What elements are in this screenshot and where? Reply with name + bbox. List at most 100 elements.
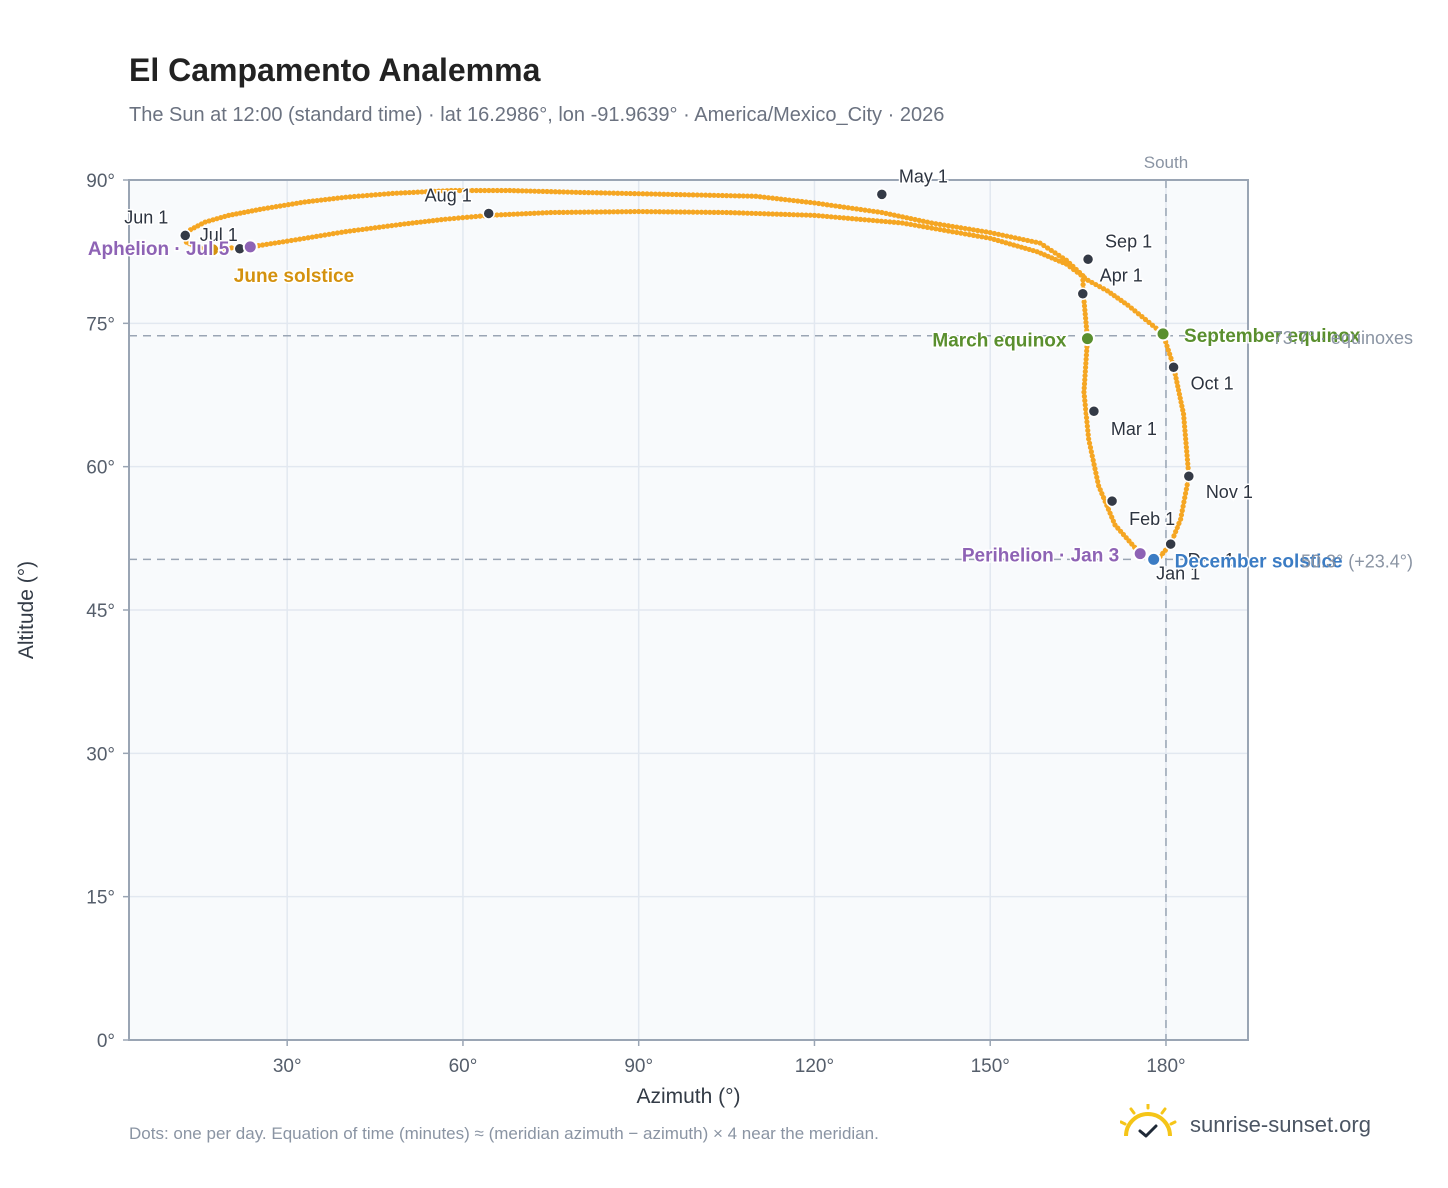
analemma-day-dot: [1182, 490, 1189, 497]
analemma-day-dot: [1080, 282, 1086, 288]
analemma-day-dot: [698, 209, 705, 215]
analemma-day-dot: [1081, 385, 1087, 391]
analemma-day-dot: [1083, 323, 1089, 329]
analemma-day-dot: [816, 200, 822, 207]
event-label: December solstice: [1175, 551, 1343, 572]
analemma-day-dot: [464, 214, 470, 220]
analemma-day-dot: [1179, 508, 1185, 514]
analemma-day-dot: [949, 229, 956, 235]
brand-name[interactable]: sunrise-sunset.org: [1190, 1112, 1371, 1137]
analemma-day-dot: [887, 219, 893, 225]
analemma-day-dot: [452, 187, 459, 194]
analemma-day-dot: [803, 212, 809, 218]
analemma-day-dot: [1096, 483, 1102, 489]
analemma-day-dot: [1110, 518, 1116, 524]
analemma-day-dot: [351, 227, 357, 234]
analemma-day-dot: [786, 211, 792, 218]
analemma-day-dot: [527, 188, 534, 194]
analemma-day-dot: [401, 221, 407, 227]
analemma-day-dot: [1180, 407, 1186, 413]
analemma-day-dot: [1178, 516, 1184, 522]
event-marker: [1079, 331, 1095, 347]
analemma-day-dot: [1105, 506, 1112, 512]
analemma-day-dot: [552, 209, 558, 216]
analemma-day-dot: [644, 191, 650, 197]
analemma-day-dot: [878, 218, 885, 224]
month-label: Sep 1: [1105, 231, 1152, 251]
analemma-day-dot: [326, 231, 332, 237]
analemma-day-dot: [966, 226, 972, 232]
month-label: Aug 1: [425, 185, 472, 205]
analemma-day-dot: [820, 213, 826, 219]
analemma-day-dot: [1183, 440, 1189, 446]
analemma-day-dot: [527, 210, 533, 217]
analemma-day-dot: [1081, 393, 1087, 399]
analemma-day-dot: [573, 209, 579, 215]
analemma-day-dot: [744, 210, 751, 216]
analemma-day-dot: [1090, 457, 1096, 463]
analemma-day-dot: [1146, 319, 1152, 325]
analemma-day-dot: [402, 190, 408, 196]
analemma-day-dot: [899, 214, 906, 220]
analemma-day-dot: [598, 190, 604, 196]
analemma-day-dot: [590, 209, 596, 215]
analemma-day-dot: [761, 194, 767, 200]
analemma-day-dot: [1007, 241, 1013, 247]
analemma-day-dot: [1060, 255, 1066, 261]
analemma-day-dot: [1177, 395, 1183, 401]
analemma-day-dot: [832, 203, 839, 209]
analemma-day-dot: [728, 193, 734, 199]
analemma-day-dot: [858, 206, 864, 213]
analemma-day-dot: [1112, 522, 1118, 528]
analemma-day-dot: [916, 223, 922, 229]
analemma-day-dot: [409, 220, 416, 226]
analemma-day-dot: [1184, 452, 1190, 459]
analemma-day-dot: [273, 204, 279, 210]
analemma-day-dot: [347, 228, 353, 234]
analemma-day-dot: [292, 237, 299, 243]
analemma-day-dot: [1082, 368, 1088, 375]
analemma-day-dot: [736, 210, 742, 216]
analemma-day-dot: [1181, 499, 1187, 505]
analemma-day-dot: [807, 199, 813, 206]
month-marker: [875, 188, 889, 201]
analemma-day-dot: [1016, 236, 1022, 242]
analemma-day-dot: [849, 216, 855, 222]
analemma-day-dot: [1097, 284, 1103, 290]
analemma-day-dot: [640, 208, 646, 215]
analemma-day-dot: [862, 217, 868, 223]
analemma-day-dot: [1175, 387, 1182, 393]
analemma-day-dot: [1082, 373, 1088, 379]
analemma-day-dot: [1083, 415, 1090, 421]
analemma-day-dot: [1086, 440, 1093, 446]
analemma-day-dot: [544, 188, 550, 195]
analemma-day-dot: [1081, 299, 1087, 305]
analemma-day-dot: [765, 195, 772, 201]
analemma-day-dot: [419, 189, 425, 195]
analemma-day-dot: [309, 234, 315, 240]
analemma-day-dot: [669, 209, 675, 215]
month-label: May 1: [899, 166, 948, 186]
analemma-day-dot: [343, 229, 349, 235]
analemma-day-dot: [556, 189, 563, 195]
analemma-day-dot: [895, 220, 901, 226]
brand[interactable]: sunrise-sunset.org: [1120, 1104, 1400, 1148]
analemma-day-dot: [979, 228, 985, 234]
analemma-day-dot: [757, 210, 763, 217]
analemma-day-dot: [1097, 487, 1103, 493]
analemma-day-dot: [334, 195, 341, 201]
analemma-day-dot: [673, 191, 679, 198]
analemma-day-dot: [811, 200, 818, 206]
analemma-day-dot: [552, 189, 558, 195]
analemma-day-dot: [958, 225, 964, 231]
analemma-day-dot: [924, 224, 931, 230]
analemma-day-dot: [318, 233, 324, 239]
analemma-day-dot: [853, 206, 860, 212]
analemma-day-dot: [577, 189, 583, 196]
analemma-day-dot: [1185, 465, 1191, 471]
analemma-day-dot: [1135, 311, 1142, 317]
analemma-day-dot: [887, 211, 893, 217]
analemma-day-dot: [832, 214, 838, 220]
analemma-day-dot: [288, 237, 294, 244]
